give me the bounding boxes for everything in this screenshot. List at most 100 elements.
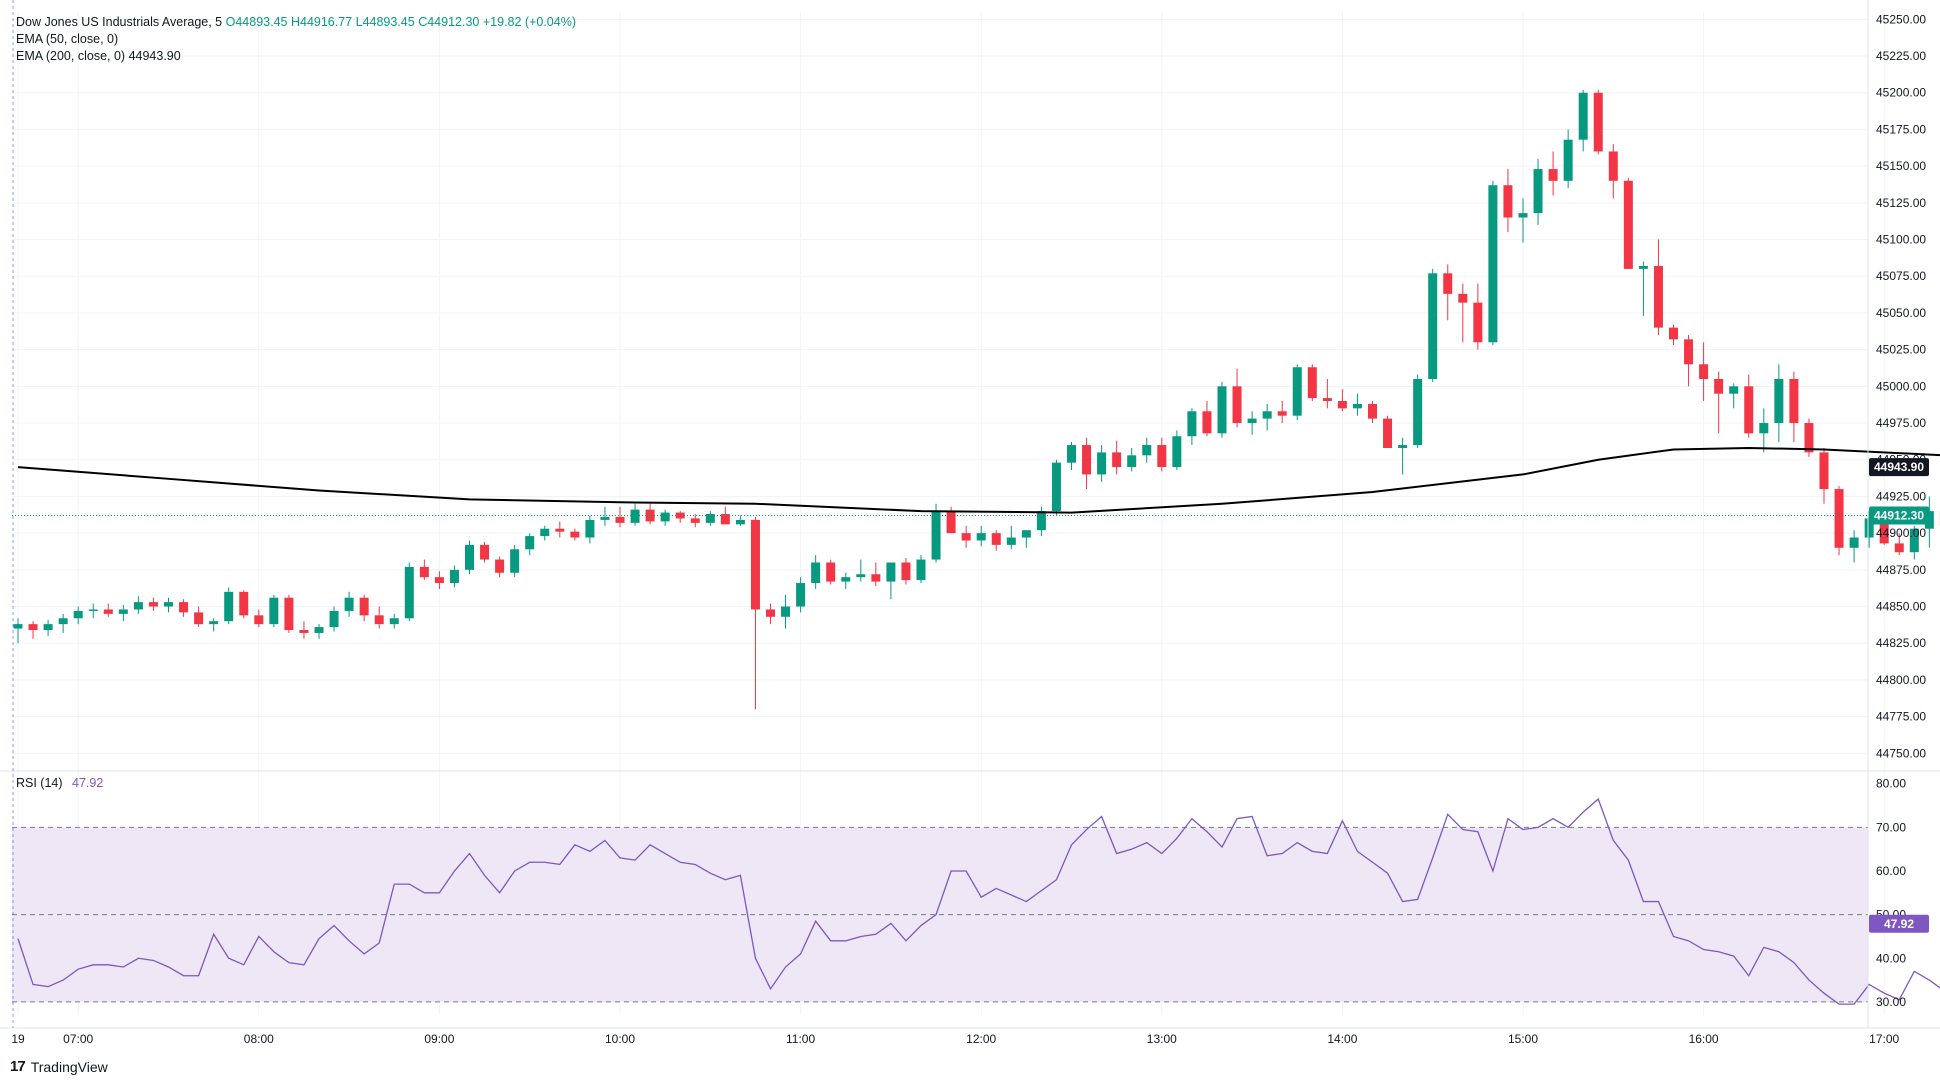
candle [631, 504, 640, 526]
candle [1488, 181, 1497, 345]
candle [104, 604, 113, 617]
price-tick-label: 45100.00 [1876, 233, 1926, 247]
candle [435, 571, 444, 589]
price-tick-label: 45075.00 [1876, 269, 1926, 283]
candle-body [1142, 445, 1151, 455]
candle [149, 598, 158, 611]
candle [1699, 342, 1708, 401]
candle-body [1850, 538, 1859, 548]
candle-body [1804, 423, 1813, 452]
candle-body [1248, 419, 1257, 423]
candle [1353, 394, 1362, 416]
candle-body [841, 577, 850, 581]
candle-body [1820, 452, 1829, 489]
candle-body [901, 562, 910, 580]
candle [1097, 445, 1106, 482]
candle [239, 590, 248, 618]
candle-body [224, 592, 233, 621]
candle-body [1835, 489, 1844, 548]
price-tick-label: 44925.00 [1876, 489, 1926, 503]
candle [1218, 382, 1227, 438]
candle-body [631, 510, 640, 523]
candle-body [480, 545, 489, 560]
price-tick-label: 44900.00 [1876, 526, 1926, 540]
candle-body [766, 609, 775, 616]
candle-body [74, 611, 83, 618]
price-tick-label: 45250.00 [1876, 12, 1926, 26]
candle [119, 605, 128, 621]
candle-body [194, 612, 203, 624]
candle-body [811, 562, 820, 583]
candle-body [1082, 445, 1091, 474]
time-tick-label: 09:00 [424, 1032, 454, 1046]
candle-body [1007, 538, 1016, 545]
price-tick-label: 44850.00 [1876, 600, 1926, 614]
candle-body [751, 520, 760, 610]
candle-body [917, 560, 926, 581]
candle [1579, 90, 1588, 152]
candle [1338, 389, 1347, 411]
candle-body [390, 618, 399, 624]
candle-body [450, 570, 459, 583]
rsi-tick-label: 30.00 [1876, 995, 1906, 1009]
candle [1714, 372, 1723, 434]
candle [917, 555, 926, 583]
candle [962, 526, 971, 548]
candle [44, 620, 53, 636]
candle-body [119, 609, 128, 613]
candle-body [1022, 530, 1031, 537]
candle [736, 516, 745, 526]
candle [74, 607, 83, 625]
price-tick-label: 45025.00 [1876, 343, 1926, 357]
candle [405, 562, 414, 621]
ema200-value: 44943.90 [129, 49, 181, 63]
candle-body [1428, 273, 1437, 379]
candle [1759, 408, 1768, 452]
candle-body [1398, 445, 1407, 448]
candle [29, 621, 38, 639]
candle [1202, 401, 1211, 436]
candle-body [646, 510, 655, 522]
candle [706, 511, 715, 526]
candle [510, 545, 519, 577]
time-tick-label: 16:00 [1689, 1032, 1719, 1046]
tradingview-logo[interactable]: 17 TradingView [10, 1058, 108, 1075]
rsi-value: 47.92 [72, 776, 103, 790]
candle [1413, 375, 1422, 448]
price-tick-label: 44875.00 [1876, 563, 1926, 577]
ema50-label: EMA (50, close, 0) [16, 32, 118, 46]
candle-body [1383, 419, 1392, 448]
rsi-legend[interactable]: RSI (14) 47.92 [16, 776, 103, 790]
ema50-row[interactable]: EMA (50, close, 0) [16, 31, 576, 48]
candle [1157, 438, 1166, 472]
time-tick-label: 11:00 [786, 1032, 815, 1046]
candle-body [661, 513, 670, 522]
candle [1503, 169, 1512, 232]
candle-body [1789, 379, 1798, 423]
ohlc-high: H44916.77 [291, 15, 352, 29]
price-tick-label: 45175.00 [1876, 122, 1926, 136]
candle [525, 533, 534, 555]
rsi-tick-label: 80.00 [1876, 777, 1906, 791]
candle-body [676, 513, 685, 519]
candle-body [1052, 463, 1061, 511]
candle [1398, 438, 1407, 475]
candle [465, 540, 474, 574]
candle [1127, 448, 1136, 471]
candle-body [932, 511, 941, 559]
candle-body [254, 615, 263, 624]
candle-body [1112, 452, 1121, 467]
candle [1142, 438, 1151, 463]
candle [1428, 269, 1437, 382]
ema200-row[interactable]: EMA (200, close, 0) 44943.90 [16, 48, 576, 65]
candle [1293, 364, 1302, 420]
candle [616, 507, 625, 528]
price-tick-label: 45200.00 [1876, 86, 1926, 100]
candle-body [616, 517, 625, 523]
price-tick-label: 44775.00 [1876, 710, 1926, 724]
last-price-badge-text: 44912.30 [1874, 509, 1924, 523]
candle-body [59, 618, 68, 624]
candle-body [1218, 386, 1227, 433]
